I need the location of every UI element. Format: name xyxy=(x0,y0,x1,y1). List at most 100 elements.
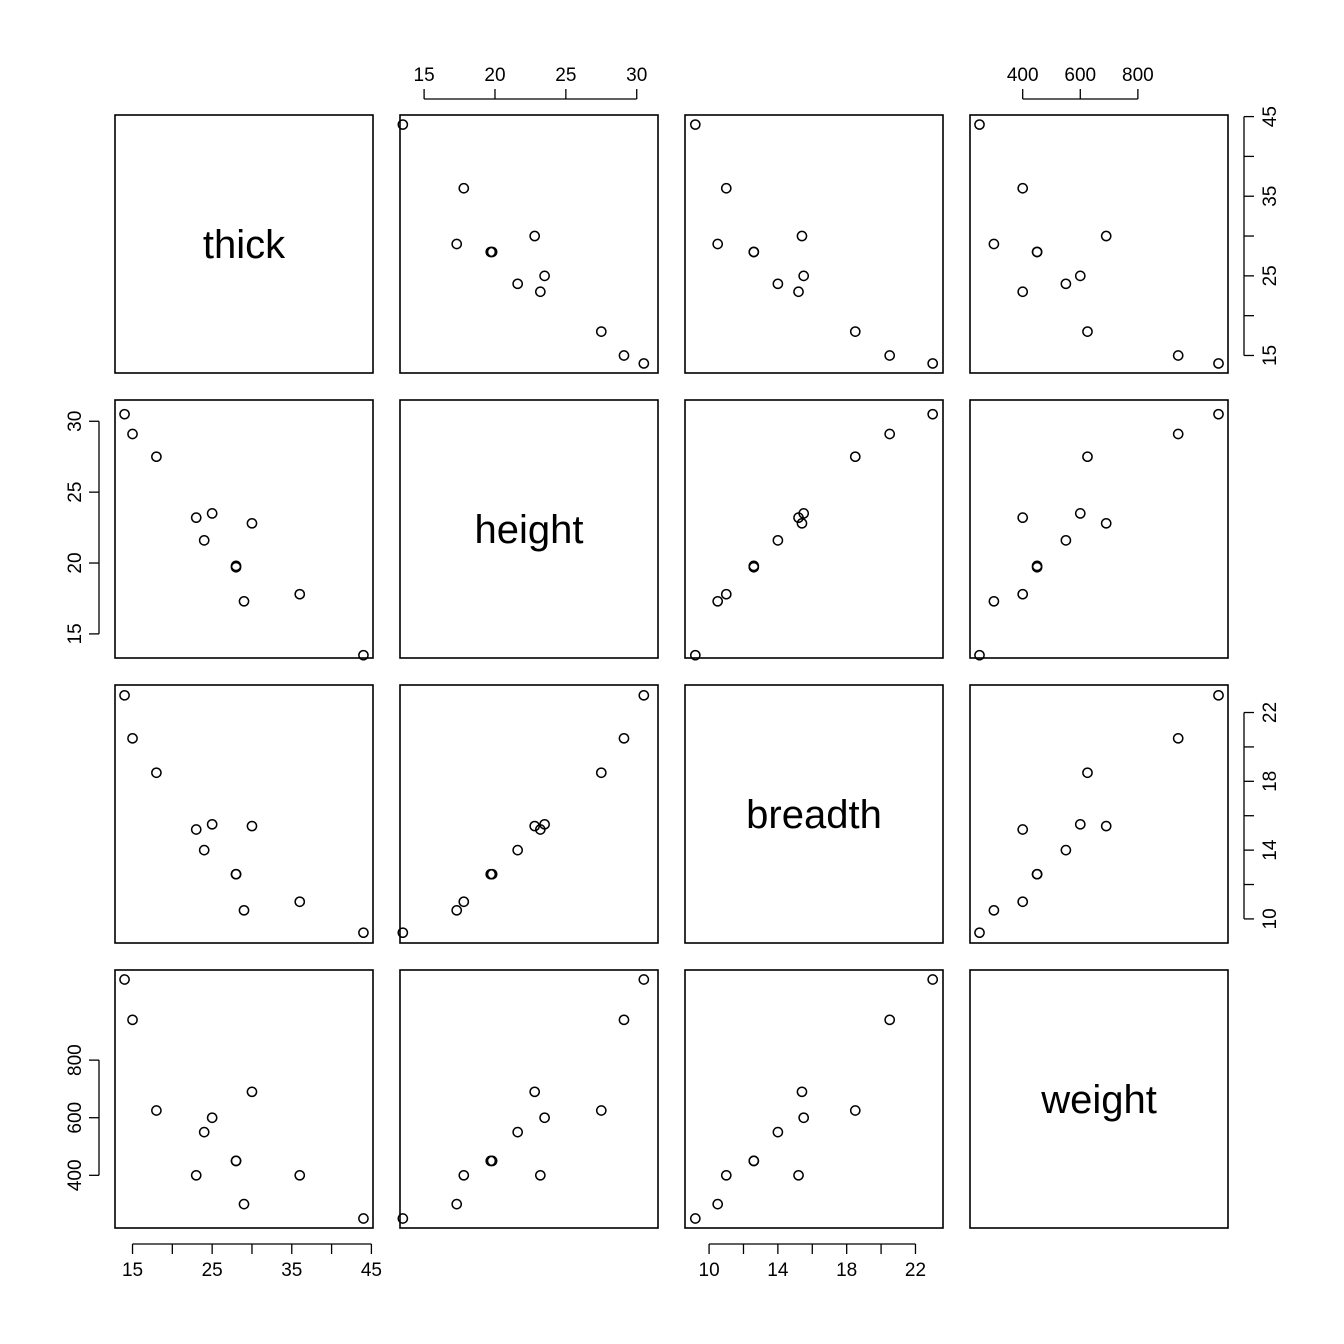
panel-frame xyxy=(114,969,374,1229)
data-point-breadth-height-0 xyxy=(689,649,701,661)
tick-label: 25 xyxy=(202,1260,223,1281)
data-point-height-breadth-8 xyxy=(534,824,546,835)
data-point-breadth-thick-1 xyxy=(720,182,732,194)
bottom-axis-breadth: 10 14 18 22 xyxy=(699,1243,926,1281)
data-point-breadth-weight-7 xyxy=(798,1112,810,1124)
data-point-weight-thick-8 xyxy=(1017,286,1029,298)
data-point-weight-breadth-6 xyxy=(1060,844,1072,856)
tick-label: 18 xyxy=(836,1260,857,1281)
panel-weight-vs-weight: weight xyxy=(969,969,1229,1229)
panel-thick-vs-weight xyxy=(969,114,1229,374)
data-point-thick-weight-11 xyxy=(119,974,130,985)
panel-frame xyxy=(969,969,1229,1229)
data-point-weight-thick-9 xyxy=(1082,326,1093,337)
tick-label: 10 xyxy=(1260,908,1281,929)
data-point-weight-height-9 xyxy=(1082,451,1093,463)
variable-label-thick: thick xyxy=(203,223,286,267)
data-point-height-weight-5 xyxy=(529,1086,541,1098)
data-point-thick-height-0 xyxy=(358,649,369,661)
tick-label: 25 xyxy=(1260,265,1281,286)
data-point-height-weight-6 xyxy=(512,1126,524,1138)
panel-height-vs-height: height xyxy=(399,399,659,659)
left-axis-weight: 400 600 800 xyxy=(65,1044,100,1191)
data-point-height-breadth-11 xyxy=(638,689,650,701)
data-point-height-thick-10 xyxy=(618,350,630,361)
data-point-height-thick-11 xyxy=(638,358,650,369)
data-point-thick-height-7 xyxy=(206,508,218,519)
tick-label: 22 xyxy=(905,1260,926,1281)
bottom-axis-thick: 15 25 35 45 xyxy=(122,1243,382,1281)
tick-label: 25 xyxy=(65,482,86,503)
data-point-thick-weight-7 xyxy=(206,1112,218,1124)
data-point-thick-weight-9 xyxy=(151,1105,162,1116)
panel-breadth-vs-breadth: breadth xyxy=(684,684,944,944)
data-point-breadth-height-11 xyxy=(927,408,939,420)
panel-breadth-vs-thick xyxy=(114,684,374,944)
data-point-breadth-weight-5 xyxy=(796,1086,808,1098)
data-point-height-weight-1 xyxy=(458,1169,470,1181)
data-point-breadth-thick-11 xyxy=(927,358,939,369)
data-point-weight-thick-5 xyxy=(1100,230,1112,242)
panel-breadth-vs-weight xyxy=(969,684,1229,944)
tick-label: 400 xyxy=(65,1159,86,1191)
data-point-breadth-thick-6 xyxy=(772,278,784,290)
panel-thick-vs-height xyxy=(397,114,659,374)
data-point-thick-height-8 xyxy=(190,512,202,524)
data-point-height-weight-0 xyxy=(397,1213,409,1224)
data-point-weight-thick-1 xyxy=(1017,182,1029,194)
variable-label-height: height xyxy=(475,508,584,552)
data-point-breadth-height-8 xyxy=(793,512,804,524)
data-point-weight-breadth-9 xyxy=(1082,767,1093,779)
data-point-breadth-thick-8 xyxy=(793,286,804,298)
tick-label: 15 xyxy=(414,65,435,86)
panel-height-vs-weight xyxy=(969,399,1229,661)
tick-label: 20 xyxy=(65,552,86,573)
data-point-breadth-height-6 xyxy=(772,534,784,546)
tick-label: 15 xyxy=(1260,345,1281,366)
panel-frame xyxy=(114,114,374,374)
data-point-weight-height-10 xyxy=(1172,428,1184,440)
tick-label: 15 xyxy=(65,623,86,644)
panel-frame xyxy=(684,684,944,944)
data-point-weight-thick-0 xyxy=(974,119,985,130)
data-point-height-weight-4 xyxy=(485,1155,497,1167)
data-point-weight-height-8 xyxy=(1017,512,1029,524)
tick-label: 10 xyxy=(699,1260,720,1281)
data-point-thick-height-2 xyxy=(238,595,250,607)
data-point-height-breadth-4 xyxy=(485,868,497,880)
data-point-breadth-weight-0 xyxy=(689,1213,701,1224)
data-point-thick-weight-10 xyxy=(127,1014,138,1026)
data-point-thick-breadth-11 xyxy=(119,689,130,701)
data-point-breadth-thick-4 xyxy=(748,246,760,258)
data-point-thick-breadth-8 xyxy=(190,824,202,835)
data-point-thick-weight-2 xyxy=(238,1198,250,1210)
data-point-height-breadth-6 xyxy=(512,844,524,856)
data-point-weight-thick-11 xyxy=(1213,358,1224,369)
data-point-height-thick-5 xyxy=(529,230,541,242)
data-point-breadth-weight-10 xyxy=(884,1014,896,1026)
tick-label: 35 xyxy=(1260,186,1281,207)
data-point-breadth-weight-4 xyxy=(748,1155,760,1167)
data-point-height-weight-7 xyxy=(539,1112,550,1124)
data-point-thick-weight-8 xyxy=(190,1169,202,1181)
data-point-weight-thick-10 xyxy=(1172,350,1184,361)
data-point-weight-height-7 xyxy=(1074,508,1086,519)
data-point-height-breadth-9 xyxy=(595,767,607,779)
tick-label: 400 xyxy=(1007,65,1039,86)
data-point-weight-height-11 xyxy=(1213,408,1224,420)
panel-frame xyxy=(969,399,1229,659)
top-axis-height: 15 20 25 30 xyxy=(414,65,647,100)
tick-label: 45 xyxy=(1260,106,1281,127)
data-point-weight-height-0 xyxy=(974,649,985,661)
panel-weight-vs-thick xyxy=(114,969,374,1229)
data-point-height-weight-2 xyxy=(451,1198,463,1210)
variable-label-breadth: breadth xyxy=(746,793,882,837)
data-point-thick-breadth-9 xyxy=(151,767,162,779)
data-point-thick-height-5 xyxy=(246,517,258,529)
data-point-thick-weight-4 xyxy=(230,1155,242,1167)
data-point-thick-height-6 xyxy=(198,534,210,546)
panel-frame xyxy=(399,399,659,659)
tick-label: 45 xyxy=(361,1260,382,1281)
panel-frame xyxy=(399,114,659,374)
data-point-thick-height-1 xyxy=(294,588,306,600)
